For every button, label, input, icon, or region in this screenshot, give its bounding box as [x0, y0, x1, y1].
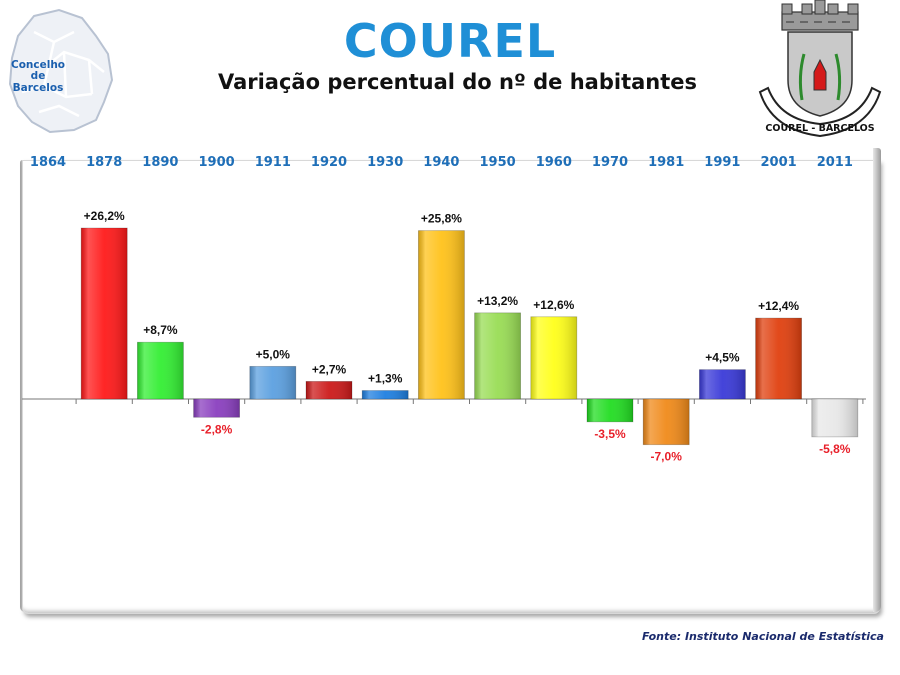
wheat-right-icon [834, 53, 842, 101]
category-label-1991: 1991 [704, 155, 740, 170]
value-label-1950: +13,2% [477, 294, 518, 308]
bar-shine-1991 [699, 369, 746, 399]
bar-shine-1930 [362, 390, 409, 399]
bar-shine-1900 [193, 399, 240, 418]
category-label-2001: 2001 [761, 155, 797, 170]
value-label-1991: +4,5% [705, 351, 740, 365]
bar-shine-2001 [755, 318, 802, 399]
bar-shine-1920 [306, 381, 352, 399]
mural-crown-icon [781, 0, 859, 31]
bar-shine-1890 [137, 342, 184, 399]
bar-shine-1950 [474, 312, 521, 399]
category-label-1911: 1911 [255, 155, 291, 170]
value-label-2011: -5,8% [819, 442, 851, 456]
value-label-1940: +25,8% [421, 212, 462, 226]
value-label-1930: +1,3% [368, 372, 403, 386]
municipality-map-shape [8, 8, 114, 134]
scroll-ribbon [758, 86, 882, 138]
bar-shine-1911 [249, 366, 296, 399]
category-label-1960: 1960 [536, 155, 572, 170]
value-label-1920: +2,7% [312, 362, 347, 376]
category-label-1864: 1864 [30, 155, 66, 170]
bar-shine-2011 [811, 399, 858, 437]
bar-shine-1981 [643, 399, 690, 445]
page-subtitle: Variação percentual do nº de habitantes [217, 70, 698, 94]
category-label-1920: 1920 [311, 155, 347, 170]
logo-line-3: Barcelos [13, 82, 64, 94]
mitre-icon [813, 58, 827, 91]
value-label-1900: -2,8% [201, 422, 233, 436]
bar-shine-1960 [530, 316, 577, 399]
logo-line-2: de [31, 70, 46, 82]
category-label-1890: 1890 [142, 155, 178, 170]
category-label-1970: 1970 [592, 155, 628, 170]
category-label-2011: 2011 [817, 155, 853, 170]
category-label-1878: 1878 [86, 155, 122, 170]
category-label-1950: 1950 [480, 155, 516, 170]
concelho-barcelos-logo: Concelho de Barcelos [8, 8, 114, 134]
category-label-1930: 1930 [367, 155, 403, 170]
page-title: COUREL [343, 14, 557, 68]
value-label-2001: +12,4% [758, 299, 799, 313]
value-label-1890: +8,7% [143, 323, 178, 337]
bar-shine-1970 [587, 399, 633, 422]
source-note: Fonte: Instituto Nacional de Estatística [641, 630, 884, 643]
bar-shine-1940 [418, 230, 465, 399]
value-label-1911: +5,0% [256, 347, 291, 361]
coat-of-arms-text: COUREL - BARCELOS [765, 123, 874, 134]
bar-shine-1878 [81, 228, 128, 399]
wheat-left-icon [798, 53, 806, 101]
value-label-1960: +12,6% [533, 298, 574, 312]
courel-coat-of-arms: COUREL - BARCELOS [758, 0, 882, 138]
panel-right-edge [873, 148, 881, 612]
category-label-1981: 1981 [648, 155, 684, 170]
logo-line-1: Concelho [11, 59, 65, 71]
value-label-1981: -7,0% [651, 450, 683, 464]
category-label-1940: 1940 [423, 155, 459, 170]
category-label-1900: 1900 [199, 155, 235, 170]
value-label-1878: +26,2% [84, 209, 125, 223]
value-label-1970: -3,5% [594, 427, 626, 441]
parish-borders [21, 30, 105, 118]
